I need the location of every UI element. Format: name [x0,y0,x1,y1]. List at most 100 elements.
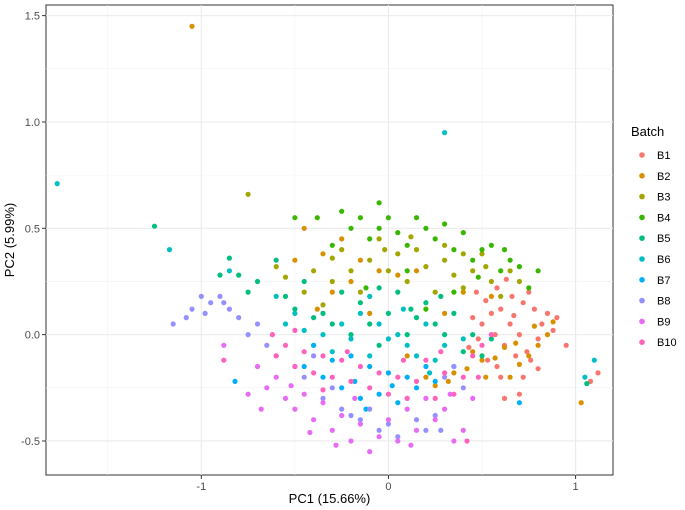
point-b3 [395,251,401,257]
point-b8 [254,321,261,327]
point-b4 [376,225,382,231]
point-b8 [423,427,429,433]
point-b5 [460,349,466,355]
point-b2 [460,289,466,295]
point-b10 [470,353,476,359]
point-b2 [445,378,451,384]
point-b10 [320,387,326,393]
point-b5 [329,321,335,327]
point-b8 [208,300,214,306]
point-b2 [339,236,345,242]
legend-label-b3: B3 [657,192,670,204]
point-b3 [483,264,489,270]
point-b8 [217,293,223,299]
point-b4 [363,285,369,291]
point-b6 [582,374,588,380]
point-b4 [451,247,457,253]
x-tick-label: -1 [196,481,206,493]
point-b8 [339,406,345,412]
point-b2 [442,310,448,316]
point-b7 [311,342,317,348]
point-b2 [531,323,538,329]
point-b6 [320,332,326,338]
point-b5 [488,336,494,342]
point-b1 [513,353,519,359]
point-b9 [311,417,317,423]
point-b9 [339,412,345,419]
point-b4 [376,200,382,206]
point-b10 [292,363,298,370]
point-b4 [395,230,401,236]
point-b3 [488,278,494,285]
point-b4 [357,215,363,221]
point-b1 [544,310,551,316]
point-b6 [376,321,382,327]
point-b6 [348,336,354,342]
point-b10 [320,353,326,359]
point-b3 [385,268,391,274]
point-b6 [329,349,335,355]
point-b9 [460,427,466,433]
point-b5 [311,315,317,321]
point-b10 [400,357,406,363]
point-b9 [447,391,453,397]
point-b8 [367,406,373,412]
point-b5 [236,272,242,278]
point-b2 [544,332,551,338]
point-b3 [273,264,279,270]
point-b2 [413,268,420,274]
legend-label-b9: B9 [657,316,670,328]
point-b10 [357,363,363,370]
point-b1 [595,370,601,376]
point-b10 [451,391,457,397]
point-b1 [563,342,569,348]
point-b4 [423,225,429,231]
point-b3 [408,234,414,240]
point-b2 [479,357,485,363]
point-b1 [516,391,523,397]
point-b7 [367,363,373,370]
legend-key-b9 [639,318,645,325]
point-b5 [413,315,420,321]
point-b3 [460,251,466,257]
point-b9 [245,391,251,397]
point-b2 [432,383,438,389]
point-b2 [464,366,470,372]
point-b4 [329,242,335,248]
point-b5 [282,293,289,299]
point-b1 [503,276,509,282]
point-b3 [357,289,363,295]
point-b10 [282,342,289,348]
point-b8 [376,427,382,433]
point-b4 [475,274,481,280]
point-b10 [367,385,373,391]
grid-lines [46,5,613,475]
point-b2 [320,251,326,257]
point-b9 [376,434,382,440]
point-b10 [479,342,485,348]
legend-title: Batch [631,124,664,139]
point-b5 [301,278,307,285]
point-b4 [432,236,438,242]
point-b5 [320,310,326,316]
point-b3 [498,293,504,299]
point-b4 [385,215,391,221]
point-b5 [357,300,363,306]
point-b1 [554,315,560,321]
point-b2 [423,374,429,380]
point-b9 [432,417,438,423]
point-b8 [264,342,270,348]
point-b1 [501,395,508,401]
point-b4 [501,247,508,253]
point-b2 [483,374,489,380]
point-b4 [479,247,485,253]
point-b5 [432,321,438,327]
legend-key-b3 [639,193,645,200]
point-b9 [301,391,307,397]
point-b1 [516,332,523,338]
point-b4 [339,208,345,214]
point-b7 [395,400,401,406]
point-b1 [520,300,526,306]
point-b7 [363,406,369,412]
point-b1 [485,357,491,363]
